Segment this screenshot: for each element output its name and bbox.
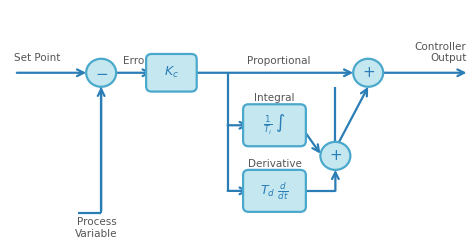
Circle shape (353, 59, 383, 87)
Text: $\frac{1}{T_i}\ \int$: $\frac{1}{T_i}\ \int$ (263, 113, 286, 137)
Text: Set Point: Set Point (15, 53, 61, 63)
Text: $-$: $-$ (95, 65, 108, 80)
Text: $+$: $+$ (329, 148, 342, 163)
Text: $T_d\ \frac{d}{dt}$: $T_d\ \frac{d}{dt}$ (260, 180, 289, 202)
FancyBboxPatch shape (243, 170, 306, 212)
Circle shape (86, 59, 116, 87)
FancyBboxPatch shape (146, 54, 197, 92)
Text: Derivative: Derivative (247, 159, 301, 169)
Circle shape (320, 142, 350, 170)
Text: Controller
Output: Controller Output (415, 41, 466, 63)
Text: Error: Error (123, 56, 149, 66)
Text: Proportional: Proportional (247, 56, 311, 66)
Text: $+$: $+$ (362, 65, 375, 80)
FancyBboxPatch shape (243, 104, 306, 146)
Text: Integral: Integral (254, 93, 295, 103)
Text: Process
Variable: Process Variable (75, 217, 118, 239)
Text: $K_c$: $K_c$ (164, 65, 179, 80)
